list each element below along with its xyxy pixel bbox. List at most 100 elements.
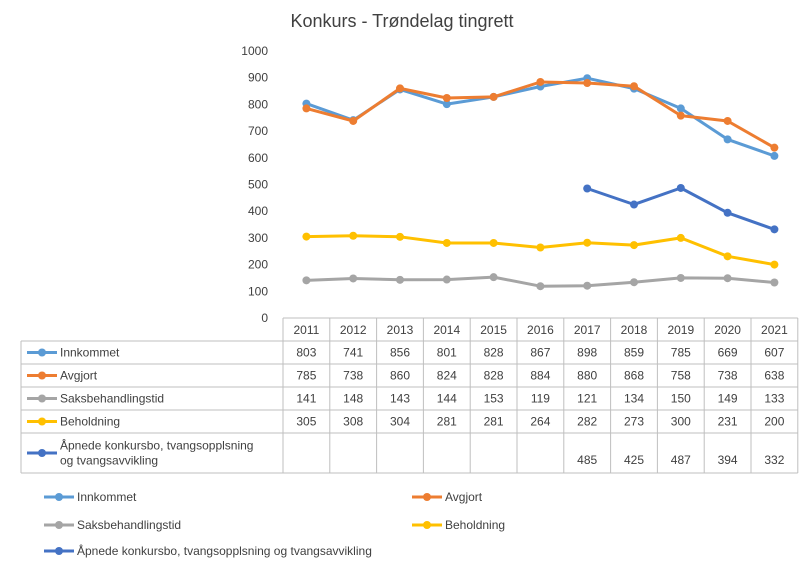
table-cell-avgjort-2014: 824 — [437, 369, 457, 383]
data-point-avgjort-2011 — [302, 104, 311, 113]
table-cell-beholdning-2018: 273 — [624, 415, 644, 429]
data-point-innkommet-2019 — [676, 104, 685, 113]
legend-label-beholdning: Beholdning — [445, 518, 505, 532]
data-point-pnede-konkursbo-tvangsopplsning-og-tvangsavvikling-2019 — [676, 183, 685, 192]
table-key-marker-saksbehandlingstid — [38, 394, 46, 403]
table-cell-pnede-konkursbo-tvangsopplsning-og-tvangsavvikling-2021: 332 — [764, 453, 784, 467]
x-tick-label-2017: 2017 — [574, 323, 601, 337]
table-cell-avgjort-2018: 868 — [624, 369, 644, 383]
table-cell-pnede-konkursbo-tvangsopplsning-og-tvangsavvikling-2018: 425 — [624, 453, 644, 467]
data-point-beholdning-2018 — [630, 241, 638, 250]
table-cell-innkommet-2011: 803 — [296, 346, 316, 360]
y-tick-label-200: 200 — [248, 258, 268, 272]
y-axis: 0 100 200 300 400 500 600 700 800 900 1000 — [241, 44, 268, 325]
data-point-beholdning-2013 — [396, 232, 404, 241]
y-tick-label-500: 500 — [248, 178, 268, 192]
data-point-pnede-konkursbo-tvangsopplsning-og-tvangsavvikling-2017 — [583, 184, 592, 193]
table-cell-beholdning-2012: 308 — [343, 415, 363, 429]
data-point-avgjort-2021 — [770, 143, 779, 152]
table-row-label-avgjort: Avgjort — [60, 369, 98, 383]
legend-marker-innkommet — [55, 493, 63, 501]
table-cell-beholdning-2017: 282 — [577, 415, 597, 429]
x-tick-label-2011: 2011 — [293, 323, 319, 337]
x-tick-label-2019: 2019 — [667, 323, 694, 337]
table-cell-innkommet-2018: 859 — [624, 346, 644, 360]
series-line-pnede-konkursbo-tvangsopplsning-og-tvangsavvikling — [585, 186, 776, 231]
data-point-saksbehandlingstid-2021 — [770, 278, 779, 287]
table-cell-avgjort-2013: 860 — [390, 369, 410, 383]
table-cell-beholdning-2015: 281 — [484, 415, 504, 429]
data-point-pnede-konkursbo-tvangsopplsning-og-tvangsavvikling-2018 — [630, 200, 638, 209]
y-tick-label-800: 800 — [248, 97, 268, 111]
table-cell-avgjort-2020: 738 — [718, 369, 738, 383]
data-point-beholdning-2014 — [442, 238, 451, 247]
data-point-beholdning-2011 — [302, 232, 311, 241]
legend-marker-avgjort — [423, 493, 431, 501]
series-line-avgjort — [304, 80, 776, 150]
legend-marker-saksbehandlingstid — [55, 521, 63, 529]
plot-area — [302, 74, 779, 291]
legend-marker-beholdning — [423, 521, 431, 529]
table-cell-saksbehandlingstid-2019: 150 — [671, 392, 691, 406]
data-point-beholdning-2016 — [536, 243, 545, 252]
table-cell-avgjort-2021: 638 — [764, 369, 784, 383]
data-point-avgjort-2015 — [489, 92, 498, 101]
data-point-saksbehandlingstid-2014 — [442, 275, 451, 284]
data-point-saksbehandlingstid-2019 — [676, 273, 685, 282]
y-tick-label-300: 300 — [248, 231, 268, 245]
table-cell-saksbehandlingstid-2020: 149 — [718, 392, 738, 406]
data-point-beholdning-2017 — [583, 238, 592, 247]
x-tick-label-2021: 2021 — [761, 323, 788, 337]
legend-label-pnede-konkursbo-tvangsopplsning-og-tvangsavvikling: Åpnede konkursbo, tvangsopplsning og tva… — [77, 543, 372, 558]
table-key-marker-beholdning — [38, 417, 46, 426]
table-cell-saksbehandlingstid-2018: 134 — [624, 392, 644, 406]
data-point-saksbehandlingstid-2011 — [302, 276, 311, 285]
data-point-avgjort-2019 — [676, 111, 685, 120]
table-cell-saksbehandlingstid-2017: 121 — [577, 392, 597, 406]
data-point-innkommet-2021 — [770, 151, 779, 160]
data-point-avgjort-2020 — [723, 116, 732, 125]
data-point-saksbehandlingstid-2016 — [536, 282, 545, 291]
table-cell-saksbehandlingstid-2015: 153 — [484, 392, 504, 406]
y-tick-label-600: 600 — [248, 151, 268, 165]
data-point-beholdning-2015 — [489, 238, 498, 247]
table-cell-pnede-konkursbo-tvangsopplsning-og-tvangsavvikling-2017: 485 — [577, 453, 597, 467]
table-row-label-pnede-konkursbo-tvangsopplsning-og-tvangsavvikling: Åpnede konkursbo, tvangsopplsning og tvan… — [60, 438, 253, 468]
table-cell-beholdning-2019: 300 — [671, 415, 691, 429]
x-tick-label-2012: 2012 — [340, 323, 367, 337]
x-tick-label-2015: 2015 — [480, 323, 507, 337]
data-table: 2011 2012 2013 2014 2015 2016 2017 2018 2019 2020… — [20, 317, 799, 474]
data-point-saksbehandlingstid-2012 — [349, 274, 358, 283]
data-point-beholdning-2020 — [723, 252, 732, 261]
data-point-avgjort-2017 — [583, 79, 592, 88]
data-point-beholdning-2012 — [349, 231, 358, 240]
x-tick-label-2013: 2013 — [387, 323, 414, 337]
legend-marker-pnede-konkursbo-tvangsopplsning-og-tvangsavvikling — [55, 547, 63, 555]
data-point-pnede-konkursbo-tvangsopplsning-og-tvangsavvikling-2021 — [770, 225, 779, 234]
chart-title: Konkurs - Trøndelag tingrett — [290, 11, 513, 31]
table-cell-innkommet-2019: 785 — [671, 346, 691, 360]
data-point-saksbehandlingstid-2018 — [630, 278, 638, 287]
data-point-saksbehandlingstid-2020 — [723, 274, 732, 283]
data-point-avgjort-2014 — [442, 93, 451, 102]
y-tick-label-400: 400 — [248, 204, 268, 218]
table-cell-innkommet-2012: 741 — [343, 346, 363, 360]
y-tick-label-700: 700 — [248, 124, 268, 138]
table-cell-innkommet-2014: 801 — [437, 346, 457, 360]
data-point-innkommet-2020 — [723, 135, 732, 144]
table-key-marker-pnede-konkursbo-tvangsopplsning-og-tvangsavvikling — [38, 449, 46, 457]
table-cell-innkommet-2021: 607 — [764, 346, 784, 360]
x-tick-label-2016: 2016 — [527, 323, 554, 337]
y-tick-label-900: 900 — [248, 71, 268, 85]
legend-label-avgjort: Avgjort — [445, 490, 483, 504]
table-cell-innkommet-2013: 856 — [390, 346, 410, 360]
legend: Innkommet Avgjort Saksbehandlingstid Behold… — [44, 490, 505, 558]
table-cell-saksbehandlingstid-2021: 133 — [764, 392, 784, 406]
table-cell-beholdning-2020: 231 — [718, 415, 738, 429]
table-cell-saksbehandlingstid-2012: 148 — [343, 392, 363, 406]
data-point-saksbehandlingstid-2015 — [489, 273, 498, 282]
table-cell-beholdning-2021: 200 — [764, 415, 784, 429]
data-point-avgjort-2018 — [630, 82, 638, 91]
table-cell-innkommet-2016: 867 — [530, 346, 550, 360]
